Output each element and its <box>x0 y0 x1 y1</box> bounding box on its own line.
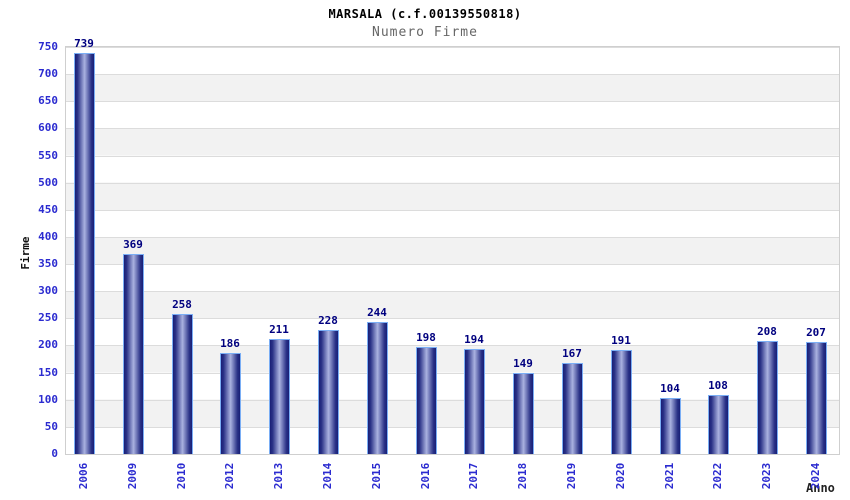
bar-2022 <box>708 395 729 454</box>
x-tick-label: 2020 <box>614 462 627 490</box>
bar-value-label: 167 <box>562 347 582 360</box>
bar-2013 <box>269 339 290 454</box>
x-tick-label: 2018 <box>516 462 529 490</box>
bar-value-label: 186 <box>220 337 240 350</box>
y-tick-label: 700 <box>38 67 58 80</box>
x-tick-label: 2013 <box>272 462 285 490</box>
bar-value-label: 258 <box>172 298 192 311</box>
plot-area <box>65 46 840 455</box>
y-tick-label: 250 <box>38 311 58 324</box>
gridline <box>66 47 839 48</box>
bar-value-label: 228 <box>318 314 338 327</box>
x-tick-label: 2024 <box>809 462 822 490</box>
bar-2006 <box>74 53 95 454</box>
gridline <box>66 345 839 346</box>
bar-value-label: 108 <box>708 379 728 392</box>
gridline <box>66 128 839 129</box>
y-tick-label: 600 <box>38 121 58 134</box>
gridline <box>66 318 839 319</box>
x-tick-label: 2012 <box>223 462 236 490</box>
bar-value-label: 149 <box>513 357 533 370</box>
gridline <box>66 156 839 157</box>
y-tick-label: 350 <box>38 257 58 270</box>
x-tick-label: 2019 <box>565 462 578 490</box>
x-tick-label: 2015 <box>370 462 383 490</box>
x-tick-label: 2006 <box>77 462 90 490</box>
y-tick-label: 50 <box>44 420 58 433</box>
x-tick-label: 2014 <box>321 462 334 490</box>
bar-2020 <box>611 350 632 454</box>
bar-value-label: 244 <box>367 306 387 319</box>
y-tick-label: 150 <box>38 366 58 379</box>
chart-subtitle: Numero Firme <box>372 25 478 40</box>
bar-value-label: 198 <box>416 331 436 344</box>
bar-value-label: 194 <box>464 333 484 346</box>
y-axis-title: Firme <box>19 236 32 270</box>
x-tick-label: 2016 <box>419 462 432 490</box>
bar-2021 <box>660 398 681 454</box>
bar-2023 <box>757 341 778 454</box>
bar-2014 <box>318 330 339 454</box>
y-tick-label: 500 <box>38 176 58 189</box>
bar-value-label: 207 <box>806 326 826 339</box>
y-tick-label: 0 <box>51 447 58 460</box>
x-tick-label: 2009 <box>126 462 139 490</box>
bar-2018 <box>513 373 534 454</box>
x-tick-label: 2022 <box>711 462 724 490</box>
bar-2024 <box>806 342 827 454</box>
bar-value-label: 191 <box>611 334 631 347</box>
bar-2019 <box>562 363 583 454</box>
bar-value-label: 104 <box>660 382 680 395</box>
y-tick-label: 550 <box>38 149 58 162</box>
gridline <box>66 264 839 265</box>
bar-2017 <box>464 349 485 454</box>
bar-2009 <box>123 254 144 454</box>
gridline <box>66 400 839 401</box>
bar-2010 <box>172 314 193 454</box>
gridline <box>66 101 839 102</box>
x-tick-label: 2010 <box>175 462 188 490</box>
chart-title: MARSALA (c.f.00139550818) <box>328 7 522 21</box>
bar-2016 <box>416 347 437 454</box>
x-tick-label: 2017 <box>467 462 480 490</box>
y-tick-label: 650 <box>38 94 58 107</box>
y-tick-label: 100 <box>38 393 58 406</box>
bar-value-label: 208 <box>757 325 777 338</box>
gridline <box>66 291 839 292</box>
bar-2012 <box>220 353 241 454</box>
gridline <box>66 210 839 211</box>
bar-value-label: 369 <box>123 238 143 251</box>
y-tick-label: 450 <box>38 203 58 216</box>
gridline <box>66 427 839 428</box>
gridline <box>66 373 839 374</box>
bar-2015 <box>367 322 388 454</box>
bar-value-label: 739 <box>74 37 94 50</box>
gridline <box>66 183 839 184</box>
y-tick-label: 400 <box>38 230 58 243</box>
x-axis-title: Anno <box>806 481 835 495</box>
y-tick-label: 750 <box>38 40 58 53</box>
x-tick-label: 2023 <box>760 462 773 490</box>
gridline <box>66 237 839 238</box>
y-tick-label: 200 <box>38 338 58 351</box>
gridline <box>66 74 839 75</box>
x-tick-label: 2021 <box>663 462 676 490</box>
bar-value-label: 211 <box>269 323 289 336</box>
y-tick-label: 300 <box>38 284 58 297</box>
